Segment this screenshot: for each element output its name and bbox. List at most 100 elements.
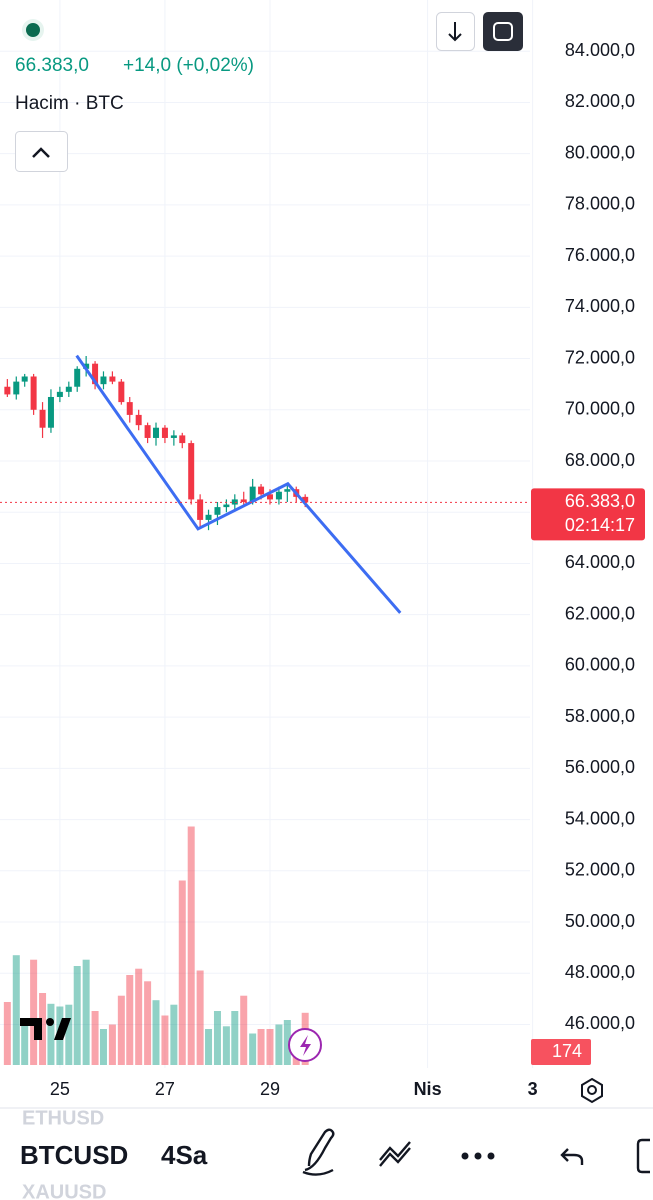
candle-body — [153, 427, 160, 438]
volume-bar — [47, 1003, 55, 1065]
candle-body — [240, 499, 247, 502]
volume-bar — [222, 1026, 230, 1065]
volume-bar — [39, 993, 47, 1065]
candle-body — [284, 489, 291, 492]
candle-body — [13, 381, 20, 395]
volume-bar — [30, 959, 38, 1065]
x-tick-label: 25 — [50, 1079, 70, 1099]
lightning-icon — [300, 1035, 311, 1056]
settings-button[interactable] — [581, 1077, 603, 1104]
candle-body — [65, 386, 72, 392]
volume-bar — [152, 1000, 160, 1065]
candle-body — [258, 486, 265, 495]
y-tick-label: 74.000,0 — [565, 296, 635, 316]
candle-body — [249, 486, 256, 502]
x-tick-label: 27 — [155, 1079, 175, 1099]
volume-bar — [257, 1029, 265, 1065]
fullscreen-button[interactable] — [483, 12, 523, 51]
candle-body — [188, 443, 195, 500]
volume-bar — [108, 1024, 116, 1065]
volume-bar — [231, 1011, 239, 1065]
plot — [0, 0, 534, 1068]
draw-tool[interactable] — [302, 1128, 335, 1176]
symbol-below[interactable]: XAUUSD — [22, 1181, 106, 1200]
indicators-tool[interactable] — [379, 1141, 411, 1167]
candle-body — [179, 435, 186, 444]
candle-body — [21, 376, 28, 382]
volume-title: Hacim · BTC — [15, 93, 124, 114]
trend-drawing — [75, 354, 402, 614]
candle-body — [205, 514, 212, 520]
collapse-button[interactable] — [15, 131, 68, 172]
down-arrow-icon — [448, 22, 462, 42]
candle-body — [56, 391, 63, 397]
header-price: 66.383,0 — [15, 55, 89, 76]
y-tick-label: 76.000,0 — [565, 245, 635, 265]
header-change: +14,0 (+0,02%) — [123, 55, 254, 76]
candle-body — [74, 368, 81, 387]
candle-body — [4, 386, 11, 395]
layout-button[interactable] — [636, 1138, 650, 1174]
y-tick-label: 48.000,0 — [565, 962, 635, 982]
volume-bar — [99, 1029, 107, 1065]
y-tick-label: 70.000,0 — [565, 399, 635, 419]
y-tick-label: 58.000,0 — [565, 706, 635, 726]
volume-bar — [117, 995, 125, 1065]
candle-body — [100, 376, 107, 385]
volume-bar — [82, 959, 90, 1065]
candle-body — [214, 507, 221, 515]
symbol-above[interactable]: ETHUSD — [22, 1107, 104, 1129]
volume-tag — [531, 1039, 591, 1065]
candle-body — [109, 376, 116, 382]
y-tick-label: 80.000,0 — [565, 142, 635, 162]
volume-bar — [213, 1011, 221, 1065]
y-tick-label: 50.000,0 — [565, 911, 635, 931]
candle-body — [170, 435, 177, 438]
volume-bar — [21, 1024, 29, 1065]
candle-body — [197, 499, 204, 520]
y-tick-label: 54.000,0 — [565, 808, 635, 828]
x-tick-label: 29 — [260, 1079, 280, 1099]
caret-icon — [32, 147, 50, 158]
candle-body — [30, 376, 37, 410]
y-tick-label: 52.000,0 — [565, 860, 635, 880]
more-button[interactable] — [461, 1152, 495, 1160]
fullscreen-icon — [493, 22, 513, 41]
volume-bar — [65, 1004, 73, 1065]
tv-logo — [20, 1018, 71, 1040]
y-tick-label: 84.000,0 — [565, 40, 635, 60]
volume-bar — [73, 966, 81, 1065]
volume-bar — [275, 1024, 283, 1065]
volume-bar — [12, 955, 20, 1065]
volume-bar — [196, 970, 204, 1065]
y-tick-label: 60.000,0 — [565, 655, 635, 675]
y-tick-label: 56.000,0 — [565, 757, 635, 777]
y-tick-label: 46.000,0 — [565, 1013, 635, 1033]
x-tick-label: 3 — [528, 1079, 538, 1099]
candle-body — [266, 494, 273, 500]
candle-body — [83, 363, 90, 369]
volume-bar — [283, 1020, 291, 1065]
y-tick-label: 64.000,0 — [565, 552, 635, 572]
interval[interactable]: 4Sa — [161, 1140, 208, 1170]
symbol[interactable]: BTCUSD — [20, 1140, 128, 1170]
volume-bar — [3, 1002, 11, 1065]
countdown: 02:14:17 — [565, 515, 635, 535]
candle-body — [135, 414, 142, 426]
volume-bar — [178, 880, 186, 1065]
volume-bar — [240, 995, 248, 1065]
x-tick-label: Nis — [414, 1079, 442, 1099]
candle-body — [39, 409, 46, 428]
undo-button[interactable] — [560, 1148, 584, 1165]
candle-body — [47, 396, 54, 428]
y-tick-label: 82.000,0 — [565, 91, 635, 111]
status-dot — [26, 23, 40, 37]
y-tick-label: 72.000,0 — [565, 347, 635, 367]
volume-bar — [187, 826, 195, 1065]
volume-bar — [144, 981, 152, 1065]
volume-bar — [170, 1004, 178, 1065]
candle-body — [275, 491, 282, 500]
y-tick-label: 78.000,0 — [565, 194, 635, 214]
volume-bar — [205, 1029, 213, 1065]
